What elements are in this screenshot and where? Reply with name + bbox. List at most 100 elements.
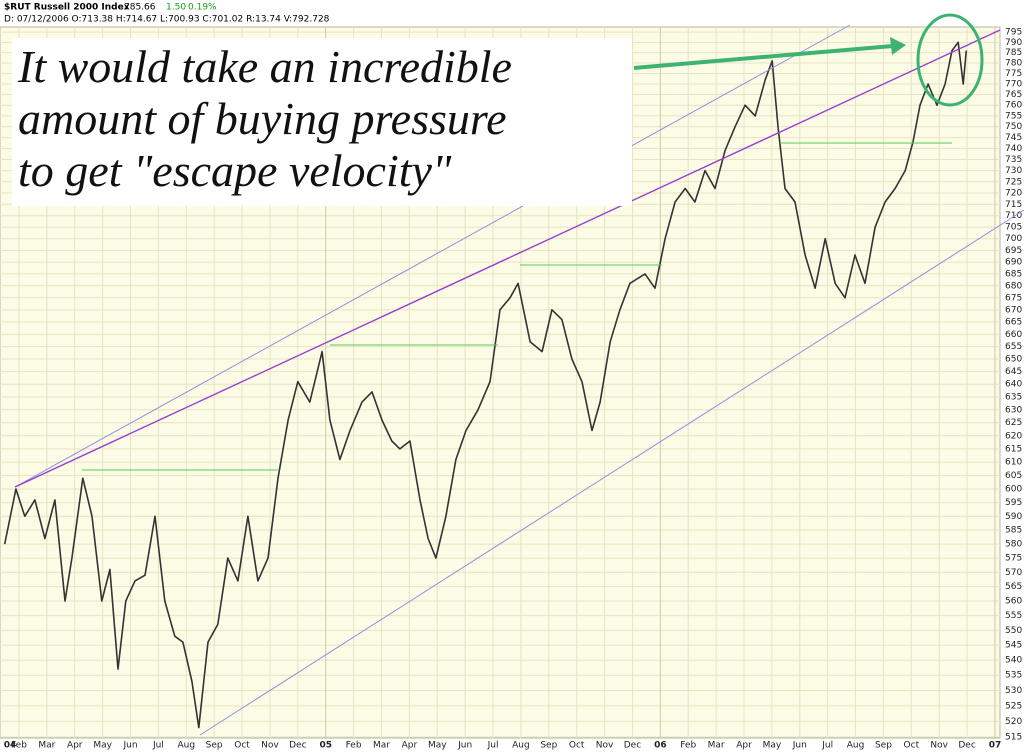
y-tick-label: 650 bbox=[1005, 355, 1022, 365]
x-tick-label: Mar bbox=[38, 741, 55, 751]
x-tick-label: Aug bbox=[512, 741, 530, 751]
annotation-text: It would take an incredible bbox=[17, 41, 512, 92]
y-tick-label: 675 bbox=[1005, 293, 1022, 303]
y-tick-label: 645 bbox=[1005, 367, 1022, 377]
highlight-circle bbox=[916, 13, 984, 107]
channel-line bbox=[14, 24, 851, 488]
x-tick-label: Feb bbox=[346, 741, 362, 751]
y-tick-label: 715 bbox=[1005, 200, 1022, 210]
x-tick-label: Jul bbox=[152, 741, 164, 751]
y-tick-label: 700 bbox=[1005, 234, 1022, 244]
x-tick-label: Jul bbox=[821, 741, 833, 751]
annotation-box bbox=[12, 38, 632, 206]
x-tick-label: Sep bbox=[540, 741, 557, 751]
y-tick-label: 625 bbox=[1005, 418, 1022, 428]
x-tick-label: May bbox=[428, 741, 447, 751]
y-tick-label: 600 bbox=[1005, 485, 1022, 495]
y-tick-label: 755 bbox=[1005, 111, 1022, 121]
y-tick-label: 720 bbox=[1005, 188, 1022, 198]
y-tick-label: 570 bbox=[1005, 568, 1022, 578]
y-tick-label: 740 bbox=[1005, 144, 1022, 154]
y-tick-label: 530 bbox=[1005, 686, 1022, 696]
x-tick-label: 04 bbox=[4, 741, 17, 751]
y-tick-label: 670 bbox=[1005, 305, 1022, 315]
y-tick-label: 565 bbox=[1005, 582, 1022, 592]
y-tick-label: 605 bbox=[1005, 471, 1022, 481]
y-tick-label: 575 bbox=[1005, 554, 1022, 564]
overlay bbox=[14, 24, 1024, 736]
x-tick-label: Oct bbox=[904, 741, 920, 751]
x-tick-label: Jun bbox=[792, 741, 807, 751]
y-tick-label: 615 bbox=[1005, 444, 1022, 454]
y-tick-label: 550 bbox=[1005, 626, 1022, 636]
x-tick-label: Oct bbox=[569, 741, 585, 751]
x-tick-label: Dec bbox=[958, 741, 975, 751]
quote-info: D: 07/12/2006 O:713.38 H:714.67 L:700.93… bbox=[4, 15, 330, 25]
y-tick-label: 680 bbox=[1005, 281, 1022, 291]
annotation-text: to get "escape velocity" bbox=[18, 145, 452, 196]
y-tick-label: 610 bbox=[1005, 458, 1022, 468]
y-tick-label: 775 bbox=[1005, 69, 1022, 79]
x-tick-label: Aug bbox=[847, 741, 865, 751]
x-tick-label: Apr bbox=[736, 741, 752, 751]
arrow-shaft bbox=[633, 44, 894, 70]
trend-line bbox=[14, 29, 1001, 488]
y-tick-label: 695 bbox=[1005, 246, 1022, 256]
y-tick-label: 520 bbox=[1005, 717, 1022, 727]
y-tick-label: 555 bbox=[1005, 611, 1022, 621]
title: $RUT Russell 2000 Index bbox=[4, 3, 130, 13]
x-tick-label: Dec bbox=[624, 741, 641, 751]
x-tick-label: Sep bbox=[206, 741, 223, 751]
y-tick-label: 665 bbox=[1005, 318, 1022, 328]
x-tick-label: Nov bbox=[596, 741, 614, 751]
x-tick-label: 06 bbox=[654, 741, 667, 751]
x-tick-label: Nov bbox=[930, 741, 948, 751]
y-tick-label: 535 bbox=[1005, 671, 1022, 681]
x-tick-label: Dec bbox=[289, 741, 306, 751]
change: 1.50 bbox=[166, 3, 186, 13]
x-tick-label: Jul bbox=[487, 741, 499, 751]
y-tick-label: 760 bbox=[1005, 101, 1022, 111]
y-tick-label: 730 bbox=[1005, 166, 1022, 176]
y-tick-label: 525 bbox=[1005, 701, 1022, 711]
y-tick-label: 630 bbox=[1005, 405, 1022, 415]
y-tick-label: 640 bbox=[1005, 380, 1022, 390]
y-tick-label: 515 bbox=[1005, 733, 1022, 743]
y-tick-label: 590 bbox=[1005, 512, 1022, 522]
x-tick-label: Jun bbox=[122, 741, 137, 751]
y-tick-label: 540 bbox=[1005, 656, 1022, 666]
x-tick-label: Feb bbox=[680, 741, 696, 751]
x-tick-label: 05 bbox=[319, 741, 332, 751]
y-tick-label: 545 bbox=[1005, 641, 1022, 651]
x-tick-label: Mar bbox=[373, 741, 390, 751]
x-tick-label: Feb bbox=[11, 741, 27, 751]
y-tick-label: 725 bbox=[1005, 177, 1022, 187]
x-tick-label: 07 bbox=[989, 741, 1002, 751]
y-tick-label: 655 bbox=[1005, 342, 1022, 352]
y-tick-label: 735 bbox=[1005, 155, 1022, 165]
price-layer bbox=[3, 41, 968, 729]
y-tick-label: 635 bbox=[1005, 392, 1022, 402]
x-tick-label: Sep bbox=[875, 741, 892, 751]
last-price: 785.66 bbox=[124, 3, 156, 13]
x-tick-label: Oct bbox=[234, 741, 250, 751]
annotation-text: amount of buying pressure bbox=[18, 93, 507, 144]
y-tick-label: 745 bbox=[1005, 133, 1022, 143]
y-tick-label: 795 bbox=[1005, 28, 1022, 38]
y-tick-label: 620 bbox=[1005, 431, 1022, 441]
y-tick-label: 560 bbox=[1005, 597, 1022, 607]
x-tick-label: Jun bbox=[457, 741, 472, 751]
y-tick-label: 770 bbox=[1005, 79, 1022, 89]
y-tick-label: 585 bbox=[1005, 526, 1022, 536]
y-tick-label: 660 bbox=[1005, 330, 1022, 340]
y-tick-label: 705 bbox=[1005, 223, 1022, 233]
y-tick-label: 765 bbox=[1005, 90, 1022, 100]
x-tick-label: May bbox=[93, 741, 112, 751]
x-tick-label: May bbox=[763, 741, 782, 751]
y-tick-label: 750 bbox=[1005, 122, 1022, 132]
x-tick-label: Aug bbox=[177, 741, 195, 751]
y-tick-label: 595 bbox=[1005, 498, 1022, 508]
price-line bbox=[3, 41, 968, 729]
